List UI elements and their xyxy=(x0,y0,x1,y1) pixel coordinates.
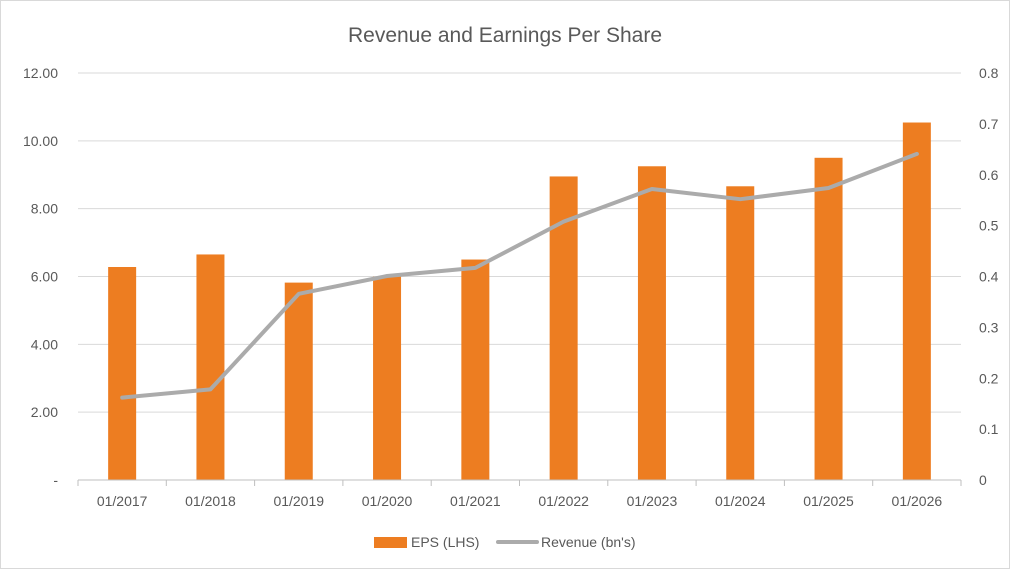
eps-bar xyxy=(373,276,402,480)
y-left-tick-label: 10.00 xyxy=(23,133,58,149)
y-right-tick-label: 0 xyxy=(979,472,987,488)
x-tick-label: 01/2026 xyxy=(892,493,943,509)
y-right-tick-label: 0.2 xyxy=(979,370,999,386)
eps-bars xyxy=(108,122,931,481)
x-tick-label: 01/2018 xyxy=(185,493,236,509)
eps-bar xyxy=(814,157,843,480)
x-tick-label: 01/2024 xyxy=(715,493,766,509)
y-left-tick-label: - xyxy=(53,472,58,488)
x-tick-label: 01/2025 xyxy=(803,493,854,509)
revenue-line-group xyxy=(120,151,919,400)
y-right-tick-label: 0.5 xyxy=(979,218,999,234)
y-left-tick-label: 8.00 xyxy=(31,201,58,217)
revenue-line xyxy=(120,151,919,400)
y-right-tick-label: 0.4 xyxy=(979,269,999,285)
x-tick-label: 01/2021 xyxy=(450,493,501,509)
eps-bar xyxy=(108,267,137,480)
y-right-tick-label: 0.6 xyxy=(979,167,999,183)
axes: - 2.00 4.00 6.00 8.00 10.00 12.00 0 0.1 0.2 0.3 0.4… xyxy=(23,65,999,509)
x-tick-label: 01/2019 xyxy=(273,493,324,509)
y-right-tick-label: 0.1 xyxy=(979,421,999,437)
y-left-tick-label: 12.00 xyxy=(23,65,58,81)
y-left-tick-label: 2.00 xyxy=(31,404,58,420)
y-right-tick-label: 0.8 xyxy=(979,65,999,81)
chart-title: Revenue and Earnings Per Share xyxy=(348,24,662,47)
eps-bar xyxy=(637,166,666,481)
eps-bar xyxy=(284,282,313,480)
y-left-tick-label: 4.00 xyxy=(31,336,58,352)
x-tick-label: 01/2022 xyxy=(538,493,589,509)
x-tick-label: 01/2017 xyxy=(97,493,148,509)
x-tick-label: 01/2023 xyxy=(627,493,678,509)
legend-label-eps: EPS (LHS) xyxy=(411,534,479,550)
legend-swatch-eps xyxy=(374,537,407,548)
legend: EPS (LHS) Revenue (bn's) xyxy=(374,534,636,550)
eps-bar xyxy=(726,186,755,480)
y-right-tick-label: 0.7 xyxy=(979,116,999,132)
x-tick-label: 01/2020 xyxy=(362,493,413,509)
eps-bar xyxy=(902,122,931,480)
y-left-tick-label: 6.00 xyxy=(31,269,58,285)
eps-bar xyxy=(461,259,490,480)
legend-label-revenue: Revenue (bn's) xyxy=(541,534,636,550)
eps-bar xyxy=(196,254,225,480)
gridlines xyxy=(78,72,961,413)
y-right-tick-label: 0.3 xyxy=(979,319,999,335)
